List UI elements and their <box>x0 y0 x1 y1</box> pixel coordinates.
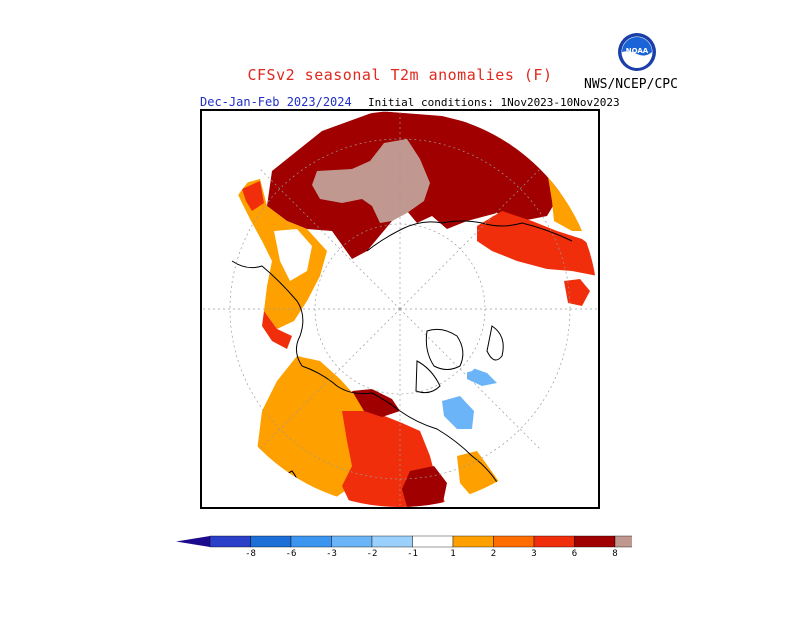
colorbar-segment <box>493 535 535 548</box>
europe-white-patch <box>274 229 312 281</box>
colorbar-tick-label: 3 <box>531 549 537 559</box>
colorbar-segment <box>371 535 413 548</box>
colorbar-tick-label: -6 <box>285 549 297 559</box>
anomaly-region-europe-red <box>242 181 292 349</box>
colorbar-segment <box>614 535 632 548</box>
anomaly-region-eastasia-red <box>477 211 598 276</box>
noaa-logo-icon: NOAA <box>618 33 656 71</box>
initial-conditions-label: Initial conditions: 1Nov2023-10Nov2023 <box>368 96 620 109</box>
colorbar-tick-label: -1 <box>407 549 418 559</box>
colorbar-arrow-low <box>176 536 210 547</box>
anomaly-region-pacific-red <box>564 279 590 306</box>
arctic-white-area <box>352 229 502 379</box>
colorbar-segment <box>574 535 616 548</box>
colorbar-segment <box>452 535 494 548</box>
colorbar-segment <box>412 535 454 548</box>
colorbar-segment <box>331 535 373 548</box>
colorbar-tick-label: 2 <box>490 549 497 559</box>
graticule <box>202 111 598 507</box>
colorbar-tick-label: -3 <box>326 549 337 559</box>
colorbar-tick-label: -2 <box>366 549 378 559</box>
map-title: CFSv2 seasonal T2m anomalies (F) <box>247 66 553 84</box>
colorbar-tick-label: 6 <box>571 549 578 559</box>
anomaly-map <box>200 109 600 509</box>
colorbar-tick-label: 1 <box>450 549 456 559</box>
anomaly-region-canada-darkred <box>352 389 447 507</box>
season-label: Dec-Jan-Feb 2023/2024 <box>200 95 352 109</box>
colorbar-segment <box>533 535 575 548</box>
colorbar-segment <box>250 535 292 548</box>
colorbar-tick-label: 8 <box>612 549 618 559</box>
colorbar-segment <box>290 535 332 548</box>
anomaly-region-cold-blue <box>442 366 497 429</box>
colorbar-tick-label: -8 <box>245 549 256 559</box>
organization-label: NWS/NCEP/CPC <box>584 77 678 92</box>
colorbar-segment <box>209 535 251 548</box>
colorbar <box>176 535 632 548</box>
coastlines <box>231 220 573 507</box>
svg-text:NOAA: NOAA <box>626 47 649 55</box>
anomaly-region-siberia-rose <box>312 139 430 223</box>
